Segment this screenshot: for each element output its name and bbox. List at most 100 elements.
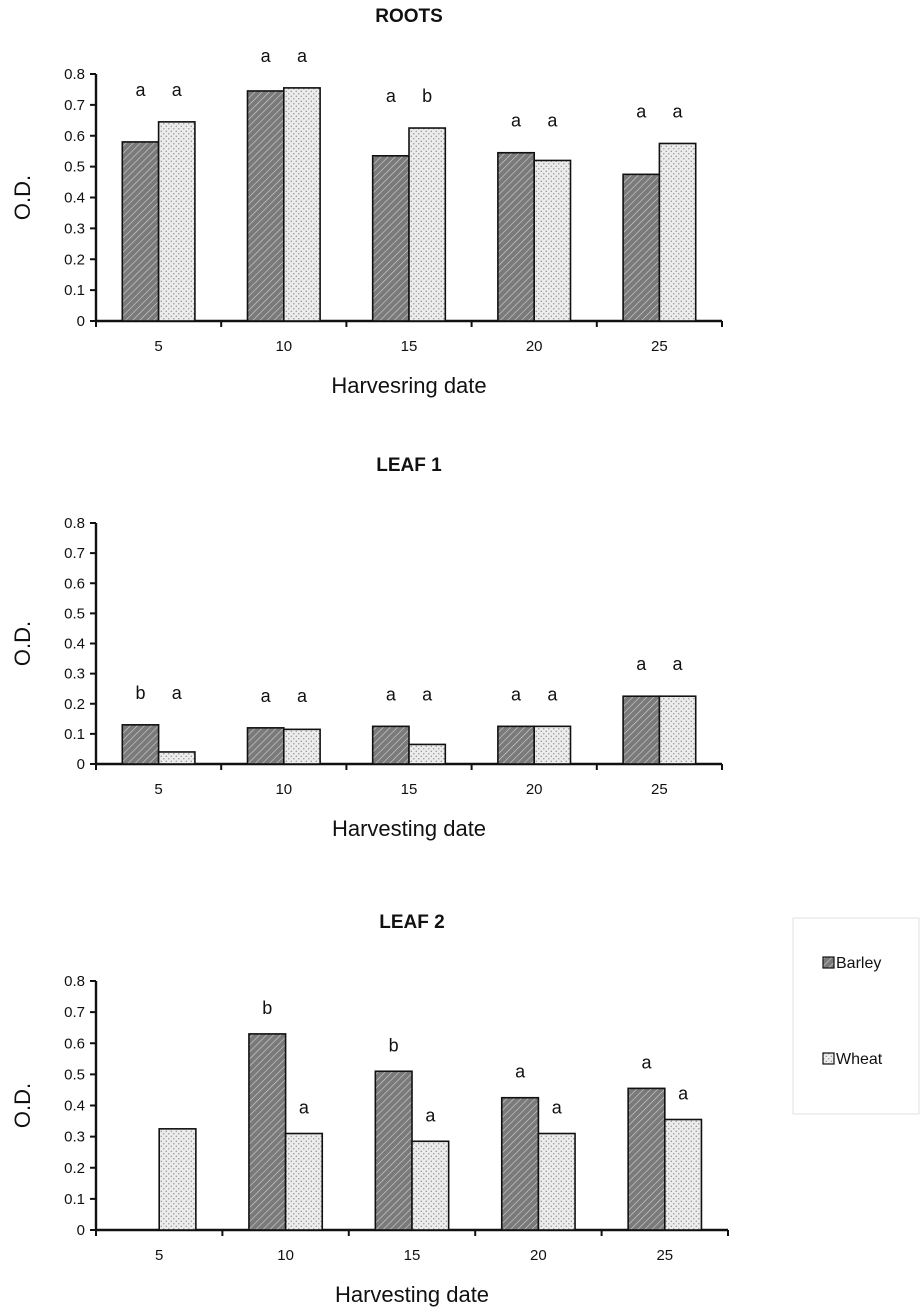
bar-barley (497, 725, 535, 765)
bar-barley (246, 90, 285, 322)
y-tick-label: 0.8 (64, 515, 85, 532)
bar-barley (374, 1070, 413, 1231)
y-tick-label: 0.6 (64, 1035, 85, 1052)
chart-panel-3: LEAF 2 0 0.1 0.2 0.3 0.4 0.5 0.6 0.7 0.8 O.D. 5 10 b a… (10, 912, 729, 1307)
bar-barley (246, 727, 285, 765)
x-axis-label: Harvesting date (332, 816, 486, 841)
legend-frame (792, 917, 920, 1115)
y-tick-label: 0 (77, 756, 85, 773)
x-tick-label: 20 (526, 781, 543, 798)
y-tick-label: 0.4 (64, 636, 85, 653)
bar-barley (622, 173, 661, 322)
chart-title: ROOTS (375, 6, 443, 27)
bar-barley (500, 1096, 540, 1231)
significance-label: a (261, 686, 272, 706)
y-tick-label: 0.5 (64, 1066, 85, 1083)
y-tick-label: 0.6 (64, 128, 85, 145)
significance-label: a (678, 1084, 689, 1104)
legend-swatch-barley (822, 956, 835, 969)
significance-label: a (422, 684, 433, 704)
significance-label: a (511, 684, 522, 704)
significance-label: a (547, 684, 558, 704)
significance-label: b (135, 683, 145, 703)
x-tick-label: 25 (651, 338, 668, 355)
x-tick-label: 5 (154, 781, 162, 798)
x-tick-label: 5 (155, 1247, 163, 1264)
y-tick-label: 0.1 (64, 282, 85, 299)
bar-barley (371, 725, 410, 765)
y-axis-label: O.D. (10, 621, 35, 666)
x-tick-label: 25 (651, 781, 668, 798)
y-tick-label: 0 (77, 313, 85, 330)
y-tick-label: 0.2 (64, 1160, 85, 1177)
bar-wheat (533, 725, 572, 765)
significance-label: a (515, 1062, 526, 1082)
legend-label-barley: Barley (836, 955, 881, 972)
bar-wheat (158, 1128, 197, 1231)
bar-wheat (284, 1132, 324, 1231)
bar-barley (627, 1087, 666, 1231)
y-axis-label: O.D. (10, 1083, 35, 1128)
x-tick-label: 10 (277, 1247, 294, 1264)
significance-label: a (297, 46, 308, 66)
x-tick-label: 10 (275, 781, 292, 798)
y-tick-label: 0.1 (64, 1191, 85, 1208)
x-axis-label: Harvesting date (335, 1282, 489, 1307)
bar-barley (248, 1033, 287, 1231)
significance-label: a (636, 101, 647, 121)
x-tick-label: 25 (656, 1247, 673, 1264)
x-tick-label: 15 (401, 338, 418, 355)
bar-wheat (533, 159, 572, 322)
y-tick-label: 0.5 (64, 605, 85, 622)
y-tick-label: 0.7 (64, 97, 85, 114)
bar-barley (121, 141, 160, 322)
y-tick-label: 0.3 (64, 666, 85, 683)
y-axis-label: O.D. (10, 175, 35, 220)
significance-label: a (547, 111, 558, 131)
bar-wheat (658, 142, 697, 322)
x-tick-label: 20 (530, 1247, 547, 1264)
chart-panel-1: ROOTS 0 0.1 0.2 0.3 0.4 0.5 0.6 0.7 0.8 O.D. 5 a a 10 a… (10, 6, 723, 398)
bar-wheat (411, 1140, 450, 1231)
chart-panel-2: LEAF 1 0 0.1 0.2 0.3 0.4 0.5 0.6 0.7 0.8 O.D. 5 b a 10… (10, 455, 723, 841)
significance-label: a (172, 683, 183, 703)
significance-label: a (511, 111, 522, 131)
significance-label: a (636, 654, 647, 674)
legend: Barley Wheat (792, 917, 920, 1115)
y-tick-label: 0.7 (64, 545, 85, 562)
significance-label: a (552, 1098, 563, 1118)
bar-barley (622, 695, 661, 765)
bar-wheat (157, 121, 196, 322)
significance-label: a (135, 80, 146, 100)
y-tick-label: 0.4 (64, 190, 85, 207)
legend-swatch-wheat (822, 1052, 835, 1065)
significance-label: a (673, 654, 684, 674)
x-tick-label: 20 (526, 338, 543, 355)
bar-wheat (537, 1132, 576, 1231)
bar-wheat (408, 743, 447, 765)
y-tick-label: 0.5 (64, 159, 85, 176)
significance-label: a (172, 80, 183, 100)
y-tick-label: 0.4 (64, 1098, 85, 1115)
chart-title: LEAF 2 (379, 912, 444, 933)
y-tick-label: 0.7 (64, 1004, 85, 1021)
y-tick-label: 0.3 (64, 1129, 85, 1146)
bar-wheat (408, 127, 447, 322)
significance-label: a (386, 86, 397, 106)
y-tick-label: 0.2 (64, 251, 85, 268)
bar-barley (497, 151, 535, 322)
significance-label: a (297, 686, 308, 706)
y-tick-label: 0.1 (64, 726, 85, 743)
chart-panels: ROOTS 0 0.1 0.2 0.3 0.4 0.5 0.6 0.7 0.8 O.D. 5 a a 10 a… (10, 6, 729, 1307)
y-tick-label: 0.8 (64, 973, 85, 990)
y-tick-label: 0.2 (64, 696, 85, 713)
x-tick-label: 10 (275, 338, 292, 355)
y-tick-label: 0.6 (64, 575, 85, 592)
significance-label: b (389, 1035, 399, 1055)
y-tick-label: 0.3 (64, 220, 85, 237)
significance-label: a (261, 46, 272, 66)
bar-wheat (157, 751, 196, 765)
x-tick-label: 5 (154, 338, 162, 355)
bar-wheat (663, 1118, 703, 1231)
